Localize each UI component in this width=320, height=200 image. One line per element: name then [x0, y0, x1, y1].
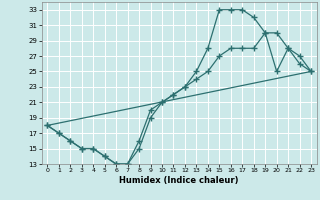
- X-axis label: Humidex (Indice chaleur): Humidex (Indice chaleur): [119, 176, 239, 185]
